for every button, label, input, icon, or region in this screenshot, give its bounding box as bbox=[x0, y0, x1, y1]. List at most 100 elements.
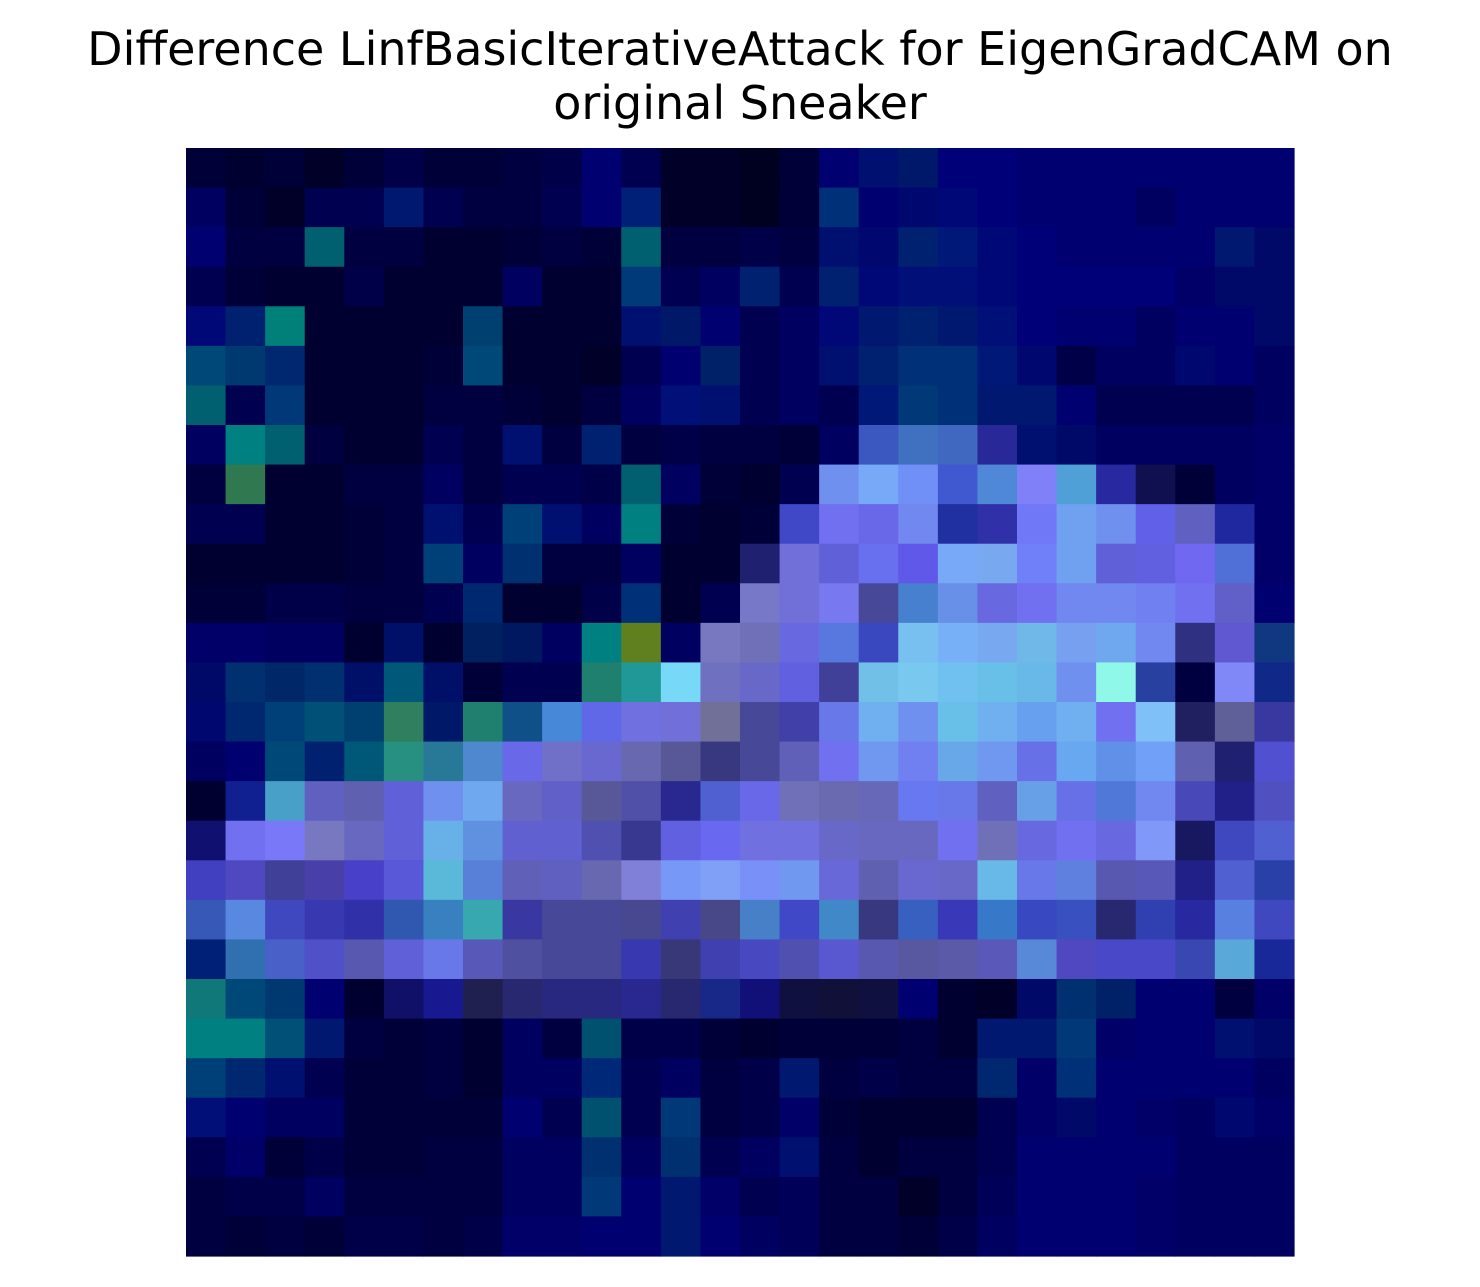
heatmap-cell-r20-c7 bbox=[463, 939, 504, 980]
heatmap-cell-r4-c6 bbox=[423, 306, 464, 347]
heatmap-cell-r12-c3 bbox=[304, 622, 345, 664]
heatmap-cell-r5-c8 bbox=[502, 345, 543, 387]
heatmap-cell-r11-c13 bbox=[700, 583, 741, 624]
heatmap-cell-r22-c22 bbox=[1056, 1018, 1097, 1059]
heatmap-cell-r21-c20 bbox=[977, 979, 1018, 1020]
heatmap-cell-r20-c20 bbox=[977, 939, 1018, 980]
heatmap-cell-r23-c14 bbox=[740, 1058, 781, 1099]
heatmap-cell-r15-c0 bbox=[186, 741, 227, 782]
heatmap-cell-r2-c26 bbox=[1214, 227, 1256, 268]
heatmap-cell-r8-c26 bbox=[1214, 464, 1256, 505]
heatmap-cell-r7-c25 bbox=[1175, 425, 1216, 466]
heatmap-cell-r25-c20 bbox=[977, 1137, 1018, 1178]
heatmap-cell-r21-c1 bbox=[225, 979, 266, 1020]
heatmap-cell-r22-c5 bbox=[383, 1018, 425, 1059]
heatmap-cell-r24-c1 bbox=[225, 1097, 266, 1138]
heatmap-cell-r9-c22 bbox=[1056, 504, 1097, 545]
heatmap-cell-r10-c26 bbox=[1214, 543, 1256, 584]
heatmap-cell-r3-c27 bbox=[1254, 266, 1295, 307]
heatmap-cell-r8-c25 bbox=[1175, 464, 1216, 505]
heatmap-cell-r4-c17 bbox=[858, 306, 899, 347]
heatmap-cell-r22-c6 bbox=[423, 1018, 464, 1059]
heatmap-cell-r26-c4 bbox=[344, 1176, 385, 1218]
heatmap-cell-r27-c7 bbox=[463, 1216, 504, 1257]
heatmap-cell-r27-c20 bbox=[977, 1216, 1018, 1257]
heatmap-cell-r10-c14 bbox=[740, 543, 781, 584]
heatmap-cell-r25-c22 bbox=[1056, 1137, 1097, 1178]
heatmap-cell-r20-c3 bbox=[304, 939, 345, 980]
heatmap-cell-r10-c2 bbox=[265, 543, 306, 584]
heatmap-cell-r19-c6 bbox=[423, 899, 464, 941]
heatmap-cell-r4-c18 bbox=[898, 306, 939, 347]
heatmap-cell-r22-c19 bbox=[937, 1018, 979, 1059]
heatmap-cell-r4-c14 bbox=[740, 306, 781, 347]
heatmap-cell-r25-c21 bbox=[1017, 1137, 1058, 1178]
heatmap-cell-r24-c19 bbox=[937, 1097, 979, 1138]
heatmap-cell-r13-c12 bbox=[660, 662, 702, 703]
heatmap-cell-r7-c8 bbox=[502, 425, 543, 466]
heatmap-cell-r23-c5 bbox=[383, 1058, 425, 1099]
heatmap-cell-r17-c24 bbox=[1135, 820, 1176, 861]
heatmap-cell-r25-c17 bbox=[858, 1137, 899, 1178]
heatmap-cell-r15-c6 bbox=[423, 741, 464, 782]
heatmap-cell-r5-c11 bbox=[621, 345, 662, 387]
heatmap-cell-r10-c24 bbox=[1135, 543, 1176, 584]
heatmap-cell-r26-c21 bbox=[1017, 1176, 1058, 1218]
heatmap-cell-r1-c5 bbox=[383, 187, 425, 228]
heatmap-cell-r0-c4 bbox=[344, 148, 385, 189]
heatmap-cell-r11-c10 bbox=[581, 583, 622, 624]
heatmap-cell-r2-c17 bbox=[858, 227, 899, 268]
heatmap-cell-r7-c6 bbox=[423, 425, 464, 466]
heatmap-cell-r3-c26 bbox=[1214, 266, 1256, 307]
heatmap-cell-r12-c13 bbox=[700, 622, 741, 664]
heatmap-cell-r6-c14 bbox=[740, 385, 781, 426]
heatmap-cell-r21-c17 bbox=[858, 979, 899, 1020]
heatmap-cell-r18-c4 bbox=[344, 860, 385, 901]
heatmap-cell-r19-c21 bbox=[1017, 899, 1058, 941]
heatmap-cell-r12-c4 bbox=[344, 622, 385, 664]
heatmap-cell-r1-c6 bbox=[423, 187, 464, 228]
heatmap-cell-r0-c2 bbox=[265, 148, 306, 189]
heatmap-cell-r18-c21 bbox=[1017, 860, 1058, 901]
heatmap-cell-r17-c3 bbox=[304, 820, 345, 861]
heatmap-cell-r2-c10 bbox=[581, 227, 622, 268]
heatmap-cell-r9-c12 bbox=[660, 504, 702, 545]
heatmap-cell-r5-c3 bbox=[304, 345, 345, 387]
heatmap-cell-r10-c15 bbox=[779, 543, 820, 584]
heatmap-cell-r5-c17 bbox=[858, 345, 899, 387]
heatmap-cell-r14-c11 bbox=[621, 702, 662, 743]
heatmap-cell-r10-c3 bbox=[304, 543, 345, 584]
heatmap-cell-r24-c26 bbox=[1214, 1097, 1256, 1138]
heatmap-cell-r8-c12 bbox=[660, 464, 702, 505]
heatmap-cell-r2-c11 bbox=[621, 227, 662, 268]
heatmap-cell-r11-c2 bbox=[265, 583, 306, 624]
heatmap-cell-r5-c15 bbox=[779, 345, 820, 387]
heatmap-cell-r3-c1 bbox=[225, 266, 266, 307]
heatmap-cell-r18-c8 bbox=[502, 860, 543, 901]
heatmap-cell-r5-c24 bbox=[1135, 345, 1176, 387]
heatmap-cell-r24-c0 bbox=[186, 1097, 227, 1138]
heatmap-cell-r1-c7 bbox=[463, 187, 504, 228]
heatmap-cell-r22-c18 bbox=[898, 1018, 939, 1059]
heatmap-cell-r10-c7 bbox=[463, 543, 504, 584]
heatmap-cell-r9-c26 bbox=[1214, 504, 1256, 545]
heatmap-cell-r10-c12 bbox=[660, 543, 702, 584]
heatmap-cell-r0-c9 bbox=[542, 148, 583, 189]
heatmap-cell-r1-c13 bbox=[700, 187, 741, 228]
heatmap-cell-r19-c2 bbox=[265, 899, 306, 941]
heatmap-cell-r19-c13 bbox=[700, 899, 741, 941]
heatmap-cell-r22-c23 bbox=[1096, 1018, 1137, 1059]
heatmap-cell-r15-c26 bbox=[1214, 741, 1256, 782]
heatmap-cell-r19-c10 bbox=[581, 899, 622, 941]
heatmap-cell-r7-c7 bbox=[463, 425, 504, 466]
heatmap-cell-r18-c11 bbox=[621, 860, 662, 901]
heatmap-cell-r6-c7 bbox=[463, 385, 504, 426]
heatmap-cell-r3-c5 bbox=[383, 266, 425, 307]
heatmap-cell-r16-c1 bbox=[225, 781, 266, 822]
heatmap-cell-r24-c6 bbox=[423, 1097, 464, 1138]
heatmap-cell-r26-c17 bbox=[858, 1176, 899, 1218]
heatmap-cell-r26-c7 bbox=[463, 1176, 504, 1218]
heatmap-cell-r15-c24 bbox=[1135, 741, 1176, 782]
heatmap-cell-r26-c11 bbox=[621, 1176, 662, 1218]
heatmap-cell-r16-c17 bbox=[858, 781, 899, 822]
